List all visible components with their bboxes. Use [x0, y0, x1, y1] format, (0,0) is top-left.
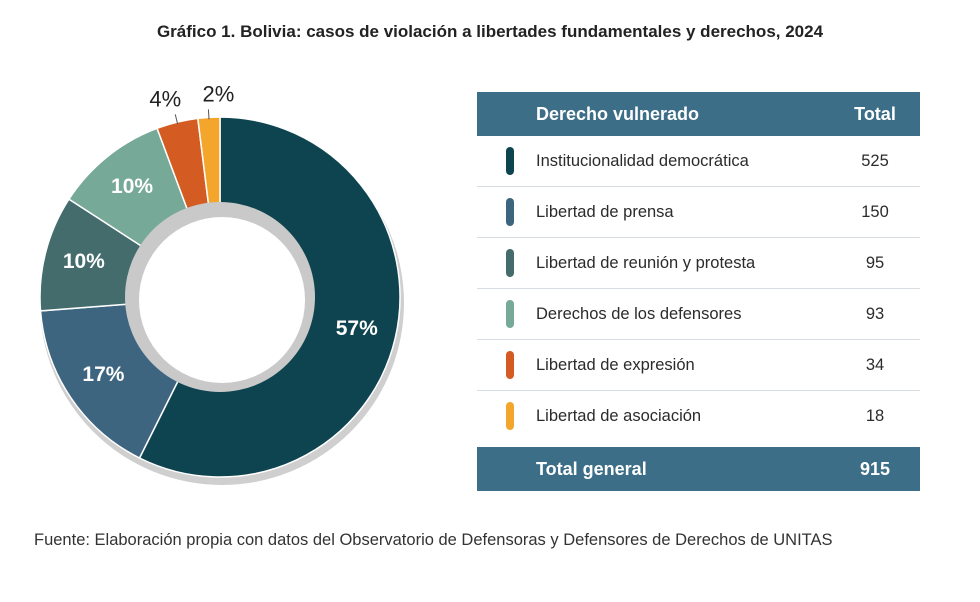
table-header: Derecho vulnerado Total [477, 92, 920, 136]
color-swatch [506, 249, 514, 277]
table-row: Libertad de asociación 18 [477, 391, 920, 441]
row-name: Libertad de asociación [536, 406, 702, 425]
table-footer: Total general 915 [477, 447, 920, 491]
legend-table: Derecho vulnerado Total Institucionalida… [477, 92, 920, 491]
color-swatch [506, 351, 514, 379]
row-total: 18 [865, 406, 885, 425]
slice-label: 17% [82, 363, 124, 386]
source-note: Fuente: Elaboración propia con datos del… [34, 531, 833, 549]
row-total: 93 [865, 304, 885, 323]
color-swatch [506, 402, 514, 430]
slice-label: 10% [63, 250, 105, 273]
table-body: Institucionalidad democrática 525 Libert… [477, 136, 920, 441]
row-name: Derechos de los defensores [536, 304, 742, 323]
row-name: Libertad de prensa [536, 202, 674, 221]
footer-total: 915 [859, 458, 891, 479]
slice-label: 57% [336, 317, 378, 340]
donut-hole [139, 217, 305, 383]
slice-label: 2% [202, 81, 234, 106]
row-name: Libertad de expresión [536, 355, 695, 374]
row-total: 150 [861, 202, 889, 221]
color-swatch [506, 300, 514, 328]
row-name: Libertad de reunión y protesta [536, 253, 756, 272]
donut-chart: 57% 17% 10% 10% 4% 2% [39, 81, 404, 485]
chart-title: Gráfico 1. Bolivia: casos de violación a… [156, 22, 824, 41]
table-row: Libertad de expresión 34 [477, 340, 920, 391]
slice-label: 10% [111, 175, 153, 198]
slice-label: 4% [149, 86, 181, 111]
header-total: Total [854, 103, 896, 124]
table-row: Institucionalidad democrática 525 [477, 136, 920, 187]
header-name: Derecho vulnerado [536, 103, 700, 124]
leader-line [207, 109, 210, 120]
leader-line [174, 114, 179, 125]
footer-name: Total general [536, 458, 647, 479]
table-row: Derechos de los defensores 93 [477, 289, 920, 340]
color-swatch [506, 147, 514, 175]
row-total: 95 [865, 253, 885, 272]
table-row: Libertad de prensa 150 [477, 187, 920, 238]
row-name: Institucionalidad democrática [536, 151, 749, 170]
color-swatch [506, 198, 514, 226]
table-row: Libertad de reunión y protesta 95 [477, 238, 920, 289]
row-total: 525 [861, 151, 889, 170]
row-total: 34 [865, 355, 885, 374]
